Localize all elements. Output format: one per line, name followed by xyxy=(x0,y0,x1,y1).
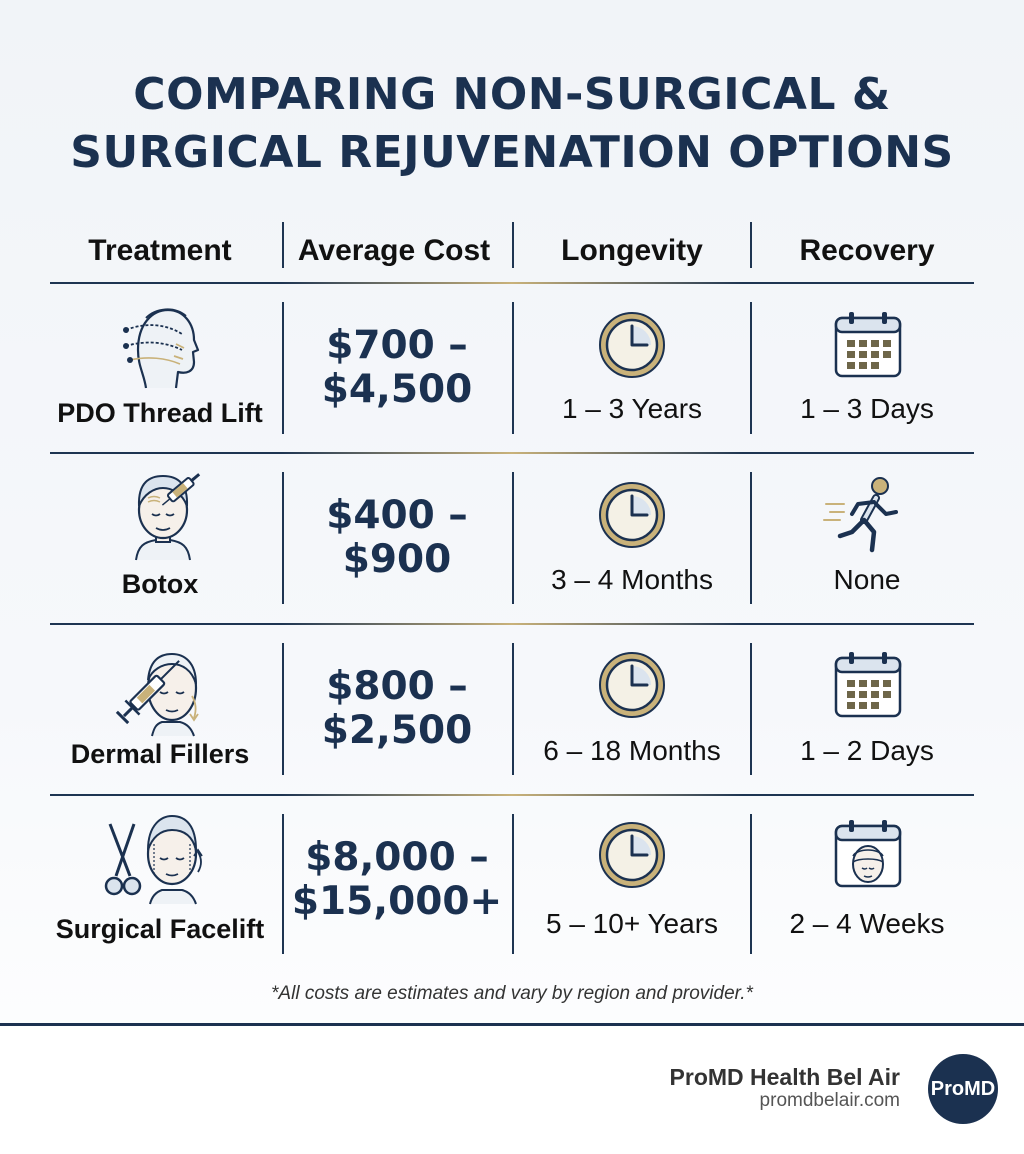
treatment-name: Surgical Facelift xyxy=(55,914,265,944)
footnote: *All costs are estimates and vary by reg… xyxy=(271,983,753,1004)
cost-min: $400 – xyxy=(326,493,468,538)
cost-value: $800 – $2,500 xyxy=(286,665,508,753)
cost-value: $400 – $900 xyxy=(286,494,508,582)
cost-min: $700 – xyxy=(326,323,468,368)
header-average-cost: Average Cost xyxy=(297,234,491,267)
header-divider xyxy=(282,222,284,268)
recovery-value: None xyxy=(833,564,901,595)
header-longevity: Longevity xyxy=(561,234,703,267)
row-divider xyxy=(50,452,974,454)
column-divider xyxy=(282,814,284,954)
title-line-2: SURGICAL REJUVENATION OPTIONS xyxy=(70,127,954,178)
column-divider xyxy=(512,302,514,434)
column-divider xyxy=(512,472,514,604)
clock-icon xyxy=(599,822,665,888)
footer-divider xyxy=(0,1023,1024,1026)
calendar-icon xyxy=(834,312,902,378)
treatment-name: Dermal Fillers xyxy=(70,739,250,769)
column-divider xyxy=(750,814,752,954)
header-recovery: Recovery xyxy=(799,234,935,267)
row-divider xyxy=(50,282,974,284)
cost-min: $800 – xyxy=(326,664,468,709)
treatment-name: PDO Thread Lift xyxy=(57,398,263,428)
recovery-value: 1 – 2 Days xyxy=(800,735,934,766)
scissors-face-icon xyxy=(104,814,203,905)
header-divider xyxy=(750,222,752,268)
header-treatment: Treatment xyxy=(88,234,232,267)
longevity-value: 1 – 3 Years xyxy=(561,393,703,424)
brand-name: ProMD Health Bel Air xyxy=(669,1064,900,1090)
column-divider xyxy=(512,643,514,775)
clock-icon xyxy=(599,482,665,548)
page-title: COMPARING NON-SURGICAL & SURGICAL REJUVE… xyxy=(0,66,1024,182)
thread-lift-face-icon xyxy=(123,308,200,389)
clock-icon xyxy=(599,652,665,718)
filler-syringe-face-icon xyxy=(115,652,199,737)
column-divider xyxy=(750,643,752,775)
brand-url: promdbelair.com xyxy=(759,1090,900,1111)
treatment-name: Botox xyxy=(121,569,199,599)
cost-max: $4,500 xyxy=(321,367,473,412)
column-divider xyxy=(282,302,284,434)
recovery-value: 2 – 4 Weeks xyxy=(789,908,945,939)
header-divider xyxy=(512,222,514,268)
recovery-value: 1 – 3 Days xyxy=(800,393,934,424)
longevity-value: 3 – 4 Months xyxy=(551,564,713,595)
title-line-1: COMPARING NON-SURGICAL & xyxy=(133,69,891,120)
clock-icon xyxy=(599,312,665,378)
cost-min: $8,000 – xyxy=(305,835,489,880)
column-divider xyxy=(512,814,514,954)
row-divider xyxy=(50,794,974,796)
row-divider xyxy=(50,623,974,625)
cost-max: $15,000+ xyxy=(291,879,503,924)
footer xyxy=(0,1026,1024,1154)
calendar-icon xyxy=(834,652,902,718)
calendar-bandaged-face-icon xyxy=(834,820,902,888)
column-divider xyxy=(282,472,284,604)
botox-injection-face-icon xyxy=(135,473,201,561)
cost-value: $8,000 – $15,000+ xyxy=(286,836,508,924)
longevity-value: 5 – 10+ Years xyxy=(545,908,719,939)
cost-value: $700 – $4,500 xyxy=(286,324,508,412)
cost-max: $900 xyxy=(342,537,452,582)
promd-logo: ProMD xyxy=(928,1054,998,1124)
longevity-value: 6 – 18 Months xyxy=(543,735,721,766)
column-divider xyxy=(282,643,284,775)
column-divider xyxy=(750,302,752,434)
cost-max: $2,500 xyxy=(321,708,473,753)
column-divider xyxy=(750,472,752,604)
running-person-icon xyxy=(823,477,898,553)
